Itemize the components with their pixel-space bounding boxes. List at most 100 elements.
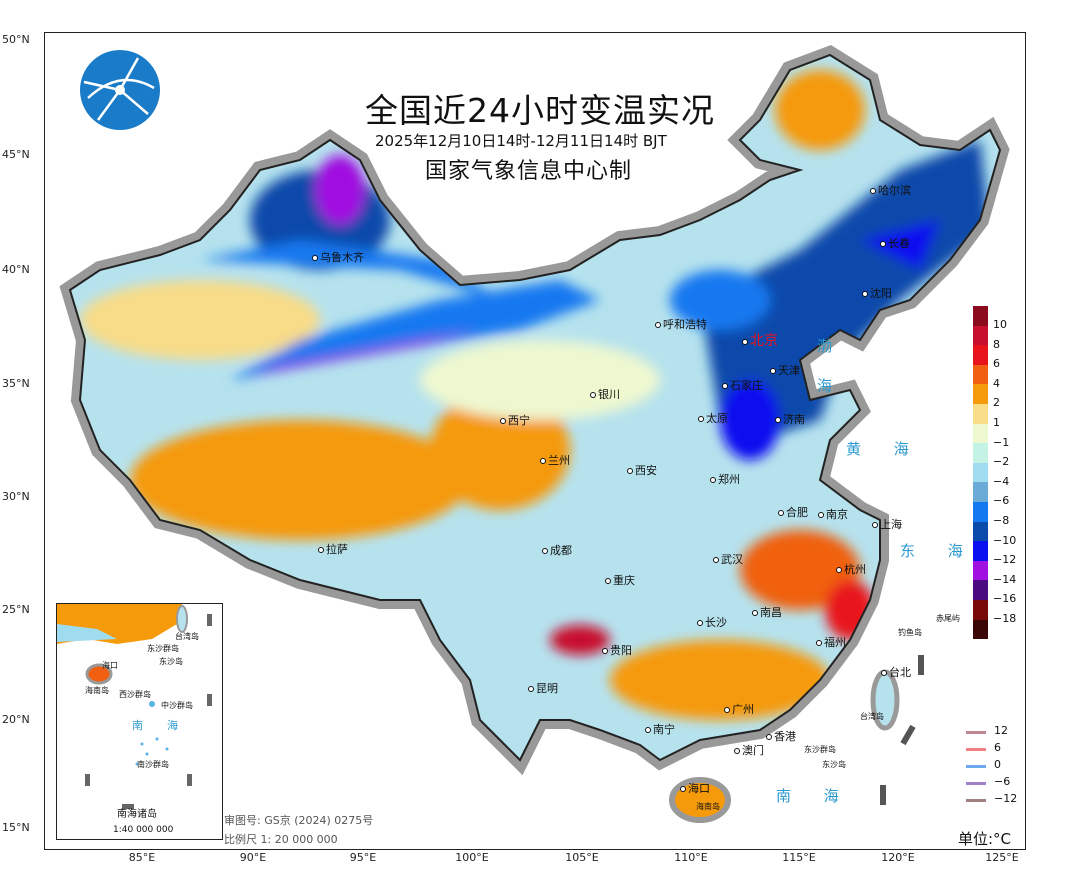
color-scale-label: −18 (993, 612, 1017, 625)
sea-label-bohai: 渤 海 (815, 338, 833, 403)
color-swatch (973, 560, 988, 581)
city-label: 拉萨 (318, 541, 348, 557)
city-marker-icon (500, 418, 506, 424)
city-name: 北京 (750, 333, 778, 349)
city-marker-icon (655, 322, 661, 328)
lon-label: 85°E (128, 851, 156, 864)
lat-label: 45°N (2, 148, 30, 161)
city-marker-icon (770, 368, 776, 374)
city-marker-icon (818, 512, 824, 518)
color-swatch (973, 306, 988, 326)
city-marker-icon (697, 620, 703, 626)
city-label: 上海 (872, 516, 902, 532)
contour-line-swatch (966, 782, 986, 785)
lat-label: 15°N (2, 821, 30, 834)
cma-globe-logo (80, 50, 160, 130)
city-marker-icon (602, 648, 608, 654)
city-name: 济南 (783, 413, 805, 426)
city-marker-icon (627, 468, 633, 474)
lat-label: 50°N (2, 33, 30, 46)
city-marker-icon (698, 416, 704, 422)
lon-label: 125°E (985, 851, 1019, 864)
color-scale-label: 2 (993, 396, 1000, 410)
city-label: 昆明 (528, 680, 558, 696)
color-swatch (973, 541, 988, 561)
city-name: 南昌 (760, 606, 782, 619)
color-swatch (973, 482, 988, 502)
city-name: 长沙 (705, 616, 727, 629)
city-name: 太原 (706, 412, 728, 425)
lon-label: 115°E (782, 851, 816, 864)
city-name: 西宁 (508, 414, 530, 427)
contour-legend-label: 0 (994, 758, 1001, 771)
inset-place-label: 海南岛 (85, 686, 109, 695)
city-label: 哈尔滨 (870, 182, 911, 198)
south-china-sea-inset: 海南岛 海口 台湾岛 东沙群岛 东沙岛 西沙群岛 中沙群岛 南沙群岛 南 海 南… (56, 603, 223, 840)
city-name: 天津 (778, 364, 800, 377)
inset-place-label: 东沙群岛 (147, 644, 179, 653)
color-scale-label: −12 (993, 553, 1017, 567)
lat-label: 35°N (2, 377, 30, 390)
city-label: 海口 (680, 780, 710, 796)
contour-legend-label: −6 (994, 775, 1011, 788)
city-name: 南宁 (653, 723, 675, 736)
city-name: 南京 (826, 508, 848, 521)
lon-label: 90°E (239, 851, 267, 864)
lon-label: 120°E (881, 851, 915, 864)
city-label: 重庆 (605, 572, 635, 588)
color-scale-label: −2 (993, 455, 1010, 469)
city-marker-icon (542, 548, 548, 554)
city-label: 银川 (590, 386, 620, 402)
city-name: 广州 (732, 703, 754, 716)
city-marker-icon (645, 727, 651, 733)
city-label: 长沙 (697, 614, 727, 630)
city-label: 香港 (766, 728, 796, 744)
city-name: 福州 (824, 636, 846, 649)
lon-label: 105°E (565, 851, 599, 864)
color-scale-label: 6 (993, 357, 1000, 371)
contour-line-swatch (966, 765, 986, 768)
color-swatch (973, 462, 988, 483)
city-label: 天津 (770, 362, 800, 378)
city-marker-icon (540, 458, 546, 464)
contour-legend-label: −12 (994, 792, 1018, 805)
lon-label: 100°E (455, 851, 489, 864)
city-label: 济南 (775, 411, 805, 427)
city-label: 南京 (818, 506, 848, 522)
city-marker-icon (836, 567, 842, 573)
inset-title: 南海诸岛 (117, 809, 157, 820)
city-marker-icon (590, 392, 596, 398)
city-marker-icon (870, 188, 876, 194)
city-name: 郑州 (718, 473, 740, 486)
city-marker-icon (528, 686, 534, 692)
map-title: 全国近24小时变温实况 (365, 91, 715, 130)
place-label: 赤尾屿 (936, 614, 960, 623)
city-label: 乌鲁木齐 (312, 249, 364, 265)
contour-legend-label: 6 (994, 741, 1001, 754)
city-name: 重庆 (613, 574, 635, 587)
city-marker-icon (722, 383, 728, 389)
city-label: 杭州 (836, 561, 866, 577)
place-label: 东沙岛 (822, 760, 846, 769)
city-marker-icon (816, 640, 822, 646)
color-swatch (973, 403, 988, 424)
city-label: 兰州 (540, 452, 570, 468)
inset-place-label: 台湾岛 (175, 632, 199, 641)
lat-label: 40°N (2, 263, 30, 276)
place-label: 台湾岛 (860, 712, 884, 721)
place-label: 钓鱼岛 (898, 628, 922, 637)
city-name: 武汉 (721, 553, 743, 566)
color-scale-label: −8 (993, 514, 1010, 527)
lat-label: 30°N (2, 490, 30, 503)
city-name: 海口 (688, 782, 710, 795)
color-swatch (973, 599, 988, 620)
city-marker-icon (734, 748, 740, 754)
inset-place-label: 南沙群岛 (137, 760, 169, 769)
sea-label-donghai: 东 海 (900, 542, 977, 560)
city-name: 昆明 (536, 682, 558, 695)
color-swatch (973, 325, 988, 346)
city-marker-icon (713, 557, 719, 563)
color-scale-label: −14 (993, 572, 1017, 586)
color-scale-label: −6 (993, 494, 1010, 508)
